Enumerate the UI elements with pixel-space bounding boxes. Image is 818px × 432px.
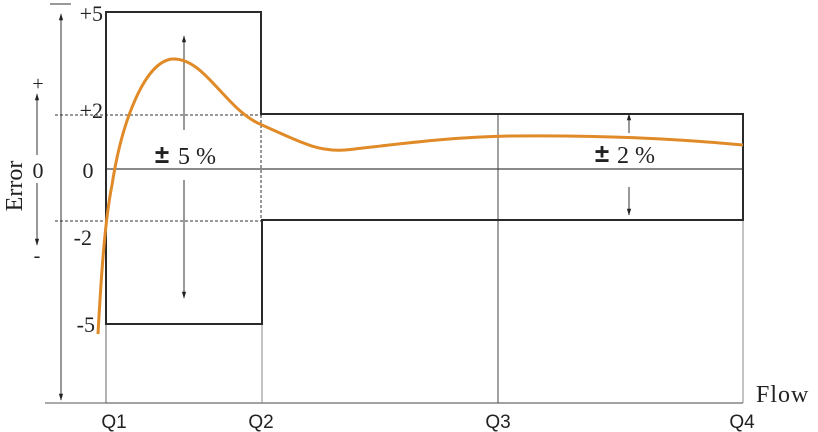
- y-tick-label: -5: [77, 312, 95, 337]
- sign-minus: -: [34, 245, 41, 267]
- band1-sign: ±: [155, 139, 169, 169]
- x-tick-label: Q4: [729, 412, 755, 432]
- x-axis-label: Flow: [756, 382, 809, 408]
- x-tick-label: Q2: [248, 412, 273, 432]
- error-curve: [96, 57, 744, 335]
- sign-zero: 0: [33, 158, 44, 183]
- y-tick-label: +2: [80, 98, 103, 123]
- y-tick-label: -2: [74, 225, 92, 250]
- band1-label: 5 %: [178, 144, 216, 170]
- band-5-percent: [105, 11, 744, 325]
- y-axis-label: Error: [2, 161, 28, 212]
- sign-plus: +: [32, 73, 43, 95]
- band2-sign: ±: [595, 138, 609, 168]
- y-tick-label: 0: [83, 158, 94, 183]
- x-tick-label: Q3: [485, 412, 510, 432]
- band2-label: 2 %: [617, 143, 655, 169]
- x-tick-label: Q1: [101, 412, 126, 432]
- y-tick-label: +5: [80, 1, 103, 26]
